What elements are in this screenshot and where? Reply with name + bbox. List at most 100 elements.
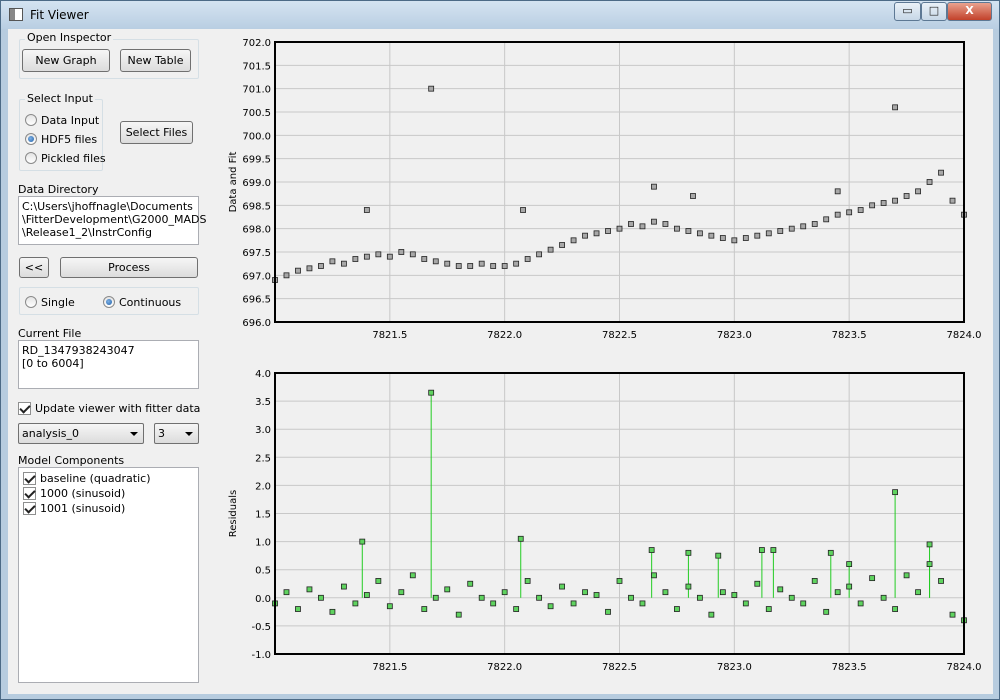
update-viewer-check[interactable]: [18, 401, 31, 415]
radio-pickled-files[interactable]: Pickled files: [25, 150, 106, 166]
component-check-1001[interactable]: [23, 502, 36, 515]
radio-data-input[interactable]: Data Input: [25, 112, 99, 128]
data-point: [708, 611, 715, 618]
x-tick-label: 7823.5: [832, 330, 867, 341]
component-label-baseline: baseline (quadratic): [40, 472, 151, 485]
index-select[interactable]: 3: [154, 423, 199, 444]
data-point: [880, 594, 887, 601]
component-check-baseline[interactable]: [23, 472, 36, 485]
data-point: [926, 541, 933, 548]
data-point: [811, 221, 818, 227]
component-check-1000[interactable]: [23, 487, 36, 500]
back-button[interactable]: <<: [19, 257, 49, 278]
data-point: [398, 249, 405, 255]
new-table-button[interactable]: New Table: [120, 49, 191, 72]
data-point: [754, 580, 761, 587]
radio-hdf5-files[interactable]: HDF5 files: [25, 131, 97, 147]
data-point: [616, 225, 623, 232]
data-point: [662, 221, 669, 227]
data-point: [520, 207, 526, 213]
data-point: [846, 209, 853, 216]
data-point: [938, 169, 944, 176]
data-point: [690, 193, 696, 199]
data-point: [428, 85, 435, 92]
maximize-button[interactable]: □: [921, 2, 947, 21]
y-tick-label: 2.5: [255, 453, 271, 464]
select-files-button[interactable]: Select Files: [120, 121, 193, 144]
data-point: [685, 583, 692, 590]
data-point: [318, 263, 324, 269]
data-point: [444, 586, 451, 593]
minimize-button[interactable]: ▭: [894, 2, 921, 21]
radio-hdf5-files-circle[interactable]: [25, 133, 37, 145]
x-tick-label: 7824.0: [947, 330, 982, 341]
index-select-value: 3: [158, 427, 165, 440]
data-point: [329, 258, 336, 265]
data-directory-field[interactable]: C:\Users\jhoffnagle\Documents \FitterDev…: [18, 196, 206, 245]
y-tick-label: 700.0: [242, 131, 271, 142]
window-title: Fit Viewer: [30, 8, 89, 22]
data-point: [513, 606, 520, 612]
radio-single[interactable]: Single: [25, 294, 75, 310]
process-button[interactable]: Process: [60, 257, 198, 278]
radio-continuous-circle[interactable]: [103, 296, 115, 308]
y-tick-label: 702.0: [242, 38, 271, 49]
client-area: Open Inspector New Graph New Table Selec…: [8, 29, 993, 694]
analysis-select[interactable]: analysis_0: [18, 423, 144, 444]
y-tick-label: 698.5: [242, 201, 271, 212]
data-point: [938, 578, 944, 584]
data-point: [926, 561, 933, 567]
current-file-field[interactable]: RD_1347938243047 [0 to 6004]: [18, 340, 199, 389]
data-point: [846, 583, 853, 590]
radio-pickled-files-circle[interactable]: [25, 152, 37, 164]
directory-line-1: C:\Users\jhoffnagle\Documents: [22, 200, 193, 213]
data-point: [639, 223, 646, 230]
data-point: [651, 572, 657, 579]
update-viewer-checkbox[interactable]: Update viewer with fitter data: [18, 400, 200, 416]
data-point: [903, 193, 910, 199]
current-file-line-1: RD_1347938243047: [22, 344, 135, 357]
data-point: [386, 603, 393, 610]
data-point: [306, 586, 313, 593]
radio-single-circle[interactable]: [25, 296, 37, 308]
list-item[interactable]: 1001 (sinusoid): [19, 501, 198, 516]
data-point: [719, 589, 726, 596]
new-graph-button[interactable]: New Graph: [22, 49, 110, 72]
model-components-label: Model Components: [18, 454, 125, 467]
radio-continuous[interactable]: Continuous: [103, 294, 181, 310]
x-tick-label: 7823.5: [832, 662, 867, 673]
charts-canvas[interactable]: 696.0 696.5 697.0 697.5 698.0 698.5 699.0 699.5…: [8, 29, 993, 694]
data-point: [639, 600, 646, 607]
data-point: [295, 606, 301, 612]
data-point: [501, 263, 508, 269]
list-item[interactable]: baseline (quadratic): [19, 471, 198, 486]
y-axis-label: Data and Fit: [228, 152, 239, 213]
radio-data-input-circle[interactable]: [25, 114, 37, 126]
data-point: [926, 179, 933, 185]
data-point: [765, 230, 772, 237]
data-point: [359, 538, 366, 545]
data-point: [788, 225, 795, 232]
data-point: [428, 389, 435, 396]
data-point: [467, 263, 474, 269]
data-directory-label: Data Directory: [18, 183, 99, 196]
title-bar[interactable]: Fit Viewer ▭ □ X: [1, 1, 999, 29]
model-components-list[interactable]: baseline (quadratic) 1000 (sinusoid) 100…: [18, 467, 199, 683]
data-point: [536, 594, 543, 601]
list-item[interactable]: 1000 (sinusoid): [19, 486, 198, 501]
data-point: [478, 594, 485, 601]
chevron-down-icon: [185, 432, 193, 436]
data-point: [846, 561, 853, 567]
data-point: [421, 256, 428, 262]
component-label-1000: 1000 (sinusoid): [40, 487, 126, 500]
data-point: [375, 578, 382, 584]
data-point: [823, 216, 830, 223]
data-point: [949, 611, 956, 618]
data-point: [823, 608, 830, 615]
data-point: [363, 253, 370, 260]
close-button[interactable]: X: [947, 2, 992, 21]
data-point: [715, 552, 722, 559]
data-point: [788, 594, 795, 601]
data-point: [662, 589, 669, 596]
